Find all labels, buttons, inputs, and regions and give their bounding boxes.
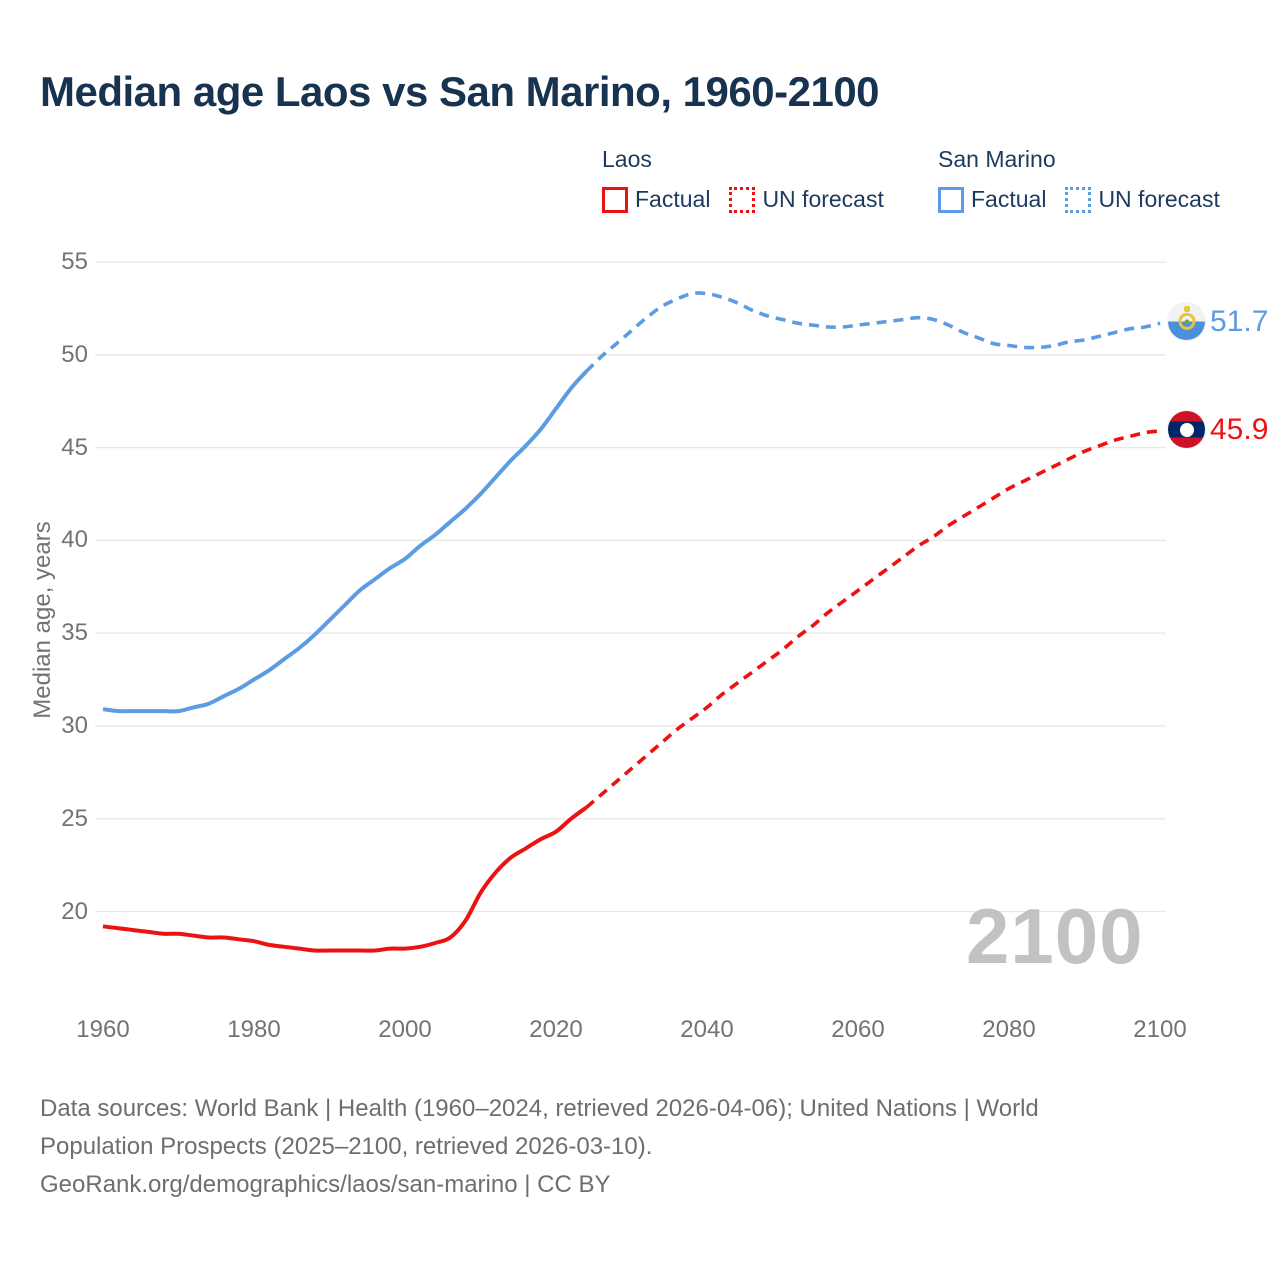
y-tick-label-40: 40 [61,526,88,554]
y-tick-label-55: 55 [61,248,88,275]
legend-group-laos: Laos Factual UN forecast [602,146,884,213]
x-tick-label-2020: 2020 [529,1016,583,1043]
legend-laos-factual[interactable]: Factual [602,186,710,213]
footer-sources-line-2: Population Prospects (2025–2100, retriev… [40,1133,653,1160]
san-marino-flag-icon [1168,303,1205,340]
x-tick-label-2100: 2100 [1133,1016,1187,1043]
laos-end-value: 45.9 [1210,413,1269,446]
legend-san-marino-header: San Marino [938,146,1056,172]
san-marino-end-value: 51.7 [1210,305,1269,338]
laos-flag-icon [1168,411,1205,448]
legend-san-marino-factual[interactable]: Factual [938,186,1046,213]
series-line-laos-forecast [585,429,1161,809]
x-tick-label-2060: 2060 [831,1016,885,1043]
legend-san-marino-forecast[interactable]: UN forecast [1065,186,1220,213]
series-line-san-marino-forecast [584,291,1161,373]
y-tick-label-50: 50 [61,340,88,368]
x-tick-label-1960: 1960 [76,1016,130,1043]
footer: Data sources: World Bank | Health (1960–… [40,1090,1200,1204]
legend-group-san-marino: San Marino Factual UN forecast [938,146,1220,213]
legend-laos-header: Laos [602,146,652,172]
laos-disc-icon [1179,422,1194,437]
series-line-laos-factual [102,805,588,953]
watermark-year: 2100 [966,892,1144,980]
page-title: Median age Laos vs San Marino, 1960-2100 [40,68,880,115]
y-tick-label-45: 45 [61,433,88,461]
footer-attribution: GeoRank.org/demographics/laos/san-marino… [40,1171,611,1198]
series-line-san-marino-factual [102,370,588,714]
y-tick-label-30: 30 [61,711,88,739]
x-tick-label-2040: 2040 [680,1016,734,1043]
laos-factual-swatch-icon [602,186,628,213]
san-marino-crest-icon [1178,312,1195,330]
x-tick-label-2000: 2000 [378,1016,432,1043]
y-tick-label-25: 25 [61,804,88,832]
san-marino-leaf-icon [1184,319,1189,324]
san-marino-crown-icon [1183,306,1190,312]
laos-forecast-swatch-icon [729,186,756,213]
san-marino-forecast-swatch-icon [1065,186,1092,213]
san-marino-factual-swatch-icon [938,186,964,213]
legend-laos-forecast[interactable]: UN forecast [729,186,884,213]
x-tick-label-2080: 2080 [982,1016,1036,1043]
footer-sources-line-1: Data sources: World Bank | Health (1960–… [40,1095,1039,1122]
y-tick-label-20: 20 [61,897,88,925]
y-tick-label-35: 35 [61,619,88,647]
x-tick-label-1980: 1980 [227,1016,281,1043]
